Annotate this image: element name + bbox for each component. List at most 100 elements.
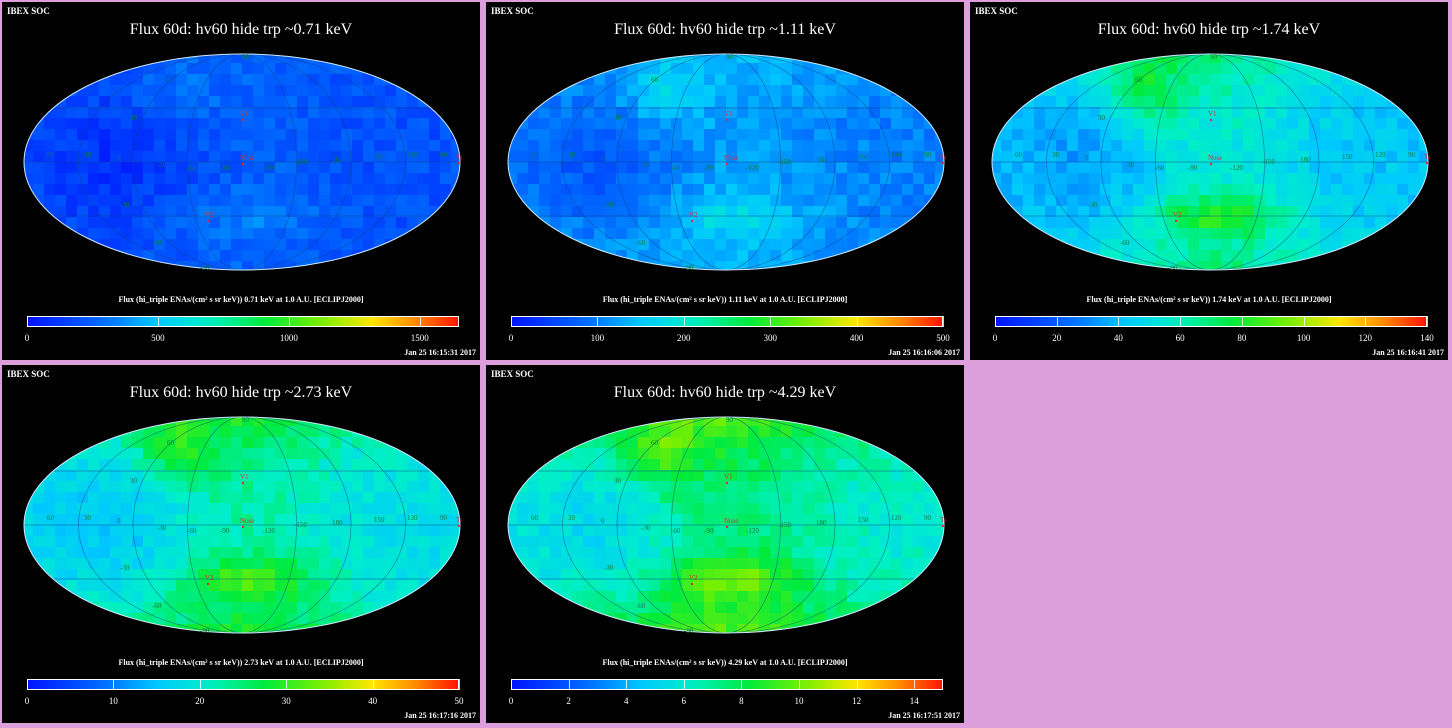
longitude-label: 0 bbox=[601, 517, 605, 525]
panel-title: Flux 60d: hv60 hide trp ~2.73 keV bbox=[129, 384, 353, 401]
colorbar-tick-label: 400 bbox=[849, 333, 864, 343]
panel-title: Flux 60d: hv60 hide trp ~1.11 keV bbox=[614, 21, 836, 38]
colorbar bbox=[27, 679, 459, 690]
longitude-label: 30 bbox=[84, 151, 92, 159]
longitude-label: 150 bbox=[1342, 153, 1353, 161]
colorbar-tick-label: 500 bbox=[936, 333, 950, 343]
colorbar-tick-label: 30 bbox=[281, 696, 291, 706]
colorbar-tick-label: 40 bbox=[368, 696, 378, 706]
panel-header: IBEX SOC bbox=[491, 369, 534, 379]
latitude-label: -30 bbox=[120, 564, 130, 572]
colorbar-tick-label: 0 bbox=[508, 696, 514, 706]
latitude-label: 90 bbox=[1210, 53, 1218, 61]
v1-marker-dot bbox=[1209, 118, 1213, 122]
longitude-label: 60 bbox=[531, 514, 539, 522]
longitude-label: -150 bbox=[1262, 158, 1275, 166]
longitude-label: 90 bbox=[924, 514, 932, 522]
tail-marker-dot bbox=[941, 161, 945, 165]
longitude-label: -90 bbox=[1188, 164, 1198, 172]
longitude-label: 60 bbox=[1015, 151, 1023, 159]
colorbar-label: Flux (hi_triple ENAs/(cm² s sr keV)) 4.2… bbox=[602, 658, 848, 667]
longitude-label: 180 bbox=[816, 519, 827, 527]
colorbar-tick-mark bbox=[1118, 316, 1120, 327]
colorbar-ticks: 0 2 4 6 8 10 12 14 bbox=[508, 696, 943, 708]
latitude-label: -30 bbox=[1088, 201, 1098, 209]
panel-header: IBEX SOC bbox=[491, 6, 534, 16]
colorbar-tick-label: 40 bbox=[1113, 333, 1123, 343]
latitude-label: 30 bbox=[614, 114, 622, 122]
colorbar-tick-mark bbox=[856, 316, 858, 327]
v2-marker: V2 bbox=[689, 574, 698, 582]
latitude-label: -30 bbox=[604, 564, 614, 572]
latitude-label: 90 bbox=[242, 53, 250, 61]
longitude-label: -120 bbox=[262, 164, 275, 172]
flux-map-panel: IBEX SOC Flux 60d: hv60 hide trp ~1.74 ke… bbox=[970, 2, 1448, 360]
colorbar-tick-label: 10 bbox=[108, 696, 118, 706]
colorbar-ticks: 0 20 40 60 80 100 120 140 bbox=[993, 333, 1434, 345]
panel-title: Flux 60d: hv60 hide trp ~4.29 keV bbox=[613, 384, 837, 401]
sky-map: 60 30 0 -30 -60 -90 -120 -150 180 150 120 90 60 30 -30… bbox=[507, 53, 946, 272]
colorbar-tick-mark bbox=[27, 316, 28, 327]
timestamp: Jan 25 16:15:31 2017 bbox=[404, 348, 476, 357]
colorbar-tick-mark bbox=[914, 679, 916, 690]
timestamp: Jan 25 16:16:41 2017 bbox=[1372, 348, 1444, 357]
v2-marker-dot bbox=[690, 582, 694, 586]
colorbar-tick-mark bbox=[511, 316, 512, 327]
v2-marker-dot bbox=[206, 582, 210, 586]
colorbar-tick-label: 10 bbox=[794, 696, 804, 706]
v1-marker: V1 bbox=[240, 473, 249, 481]
colorbar bbox=[511, 679, 943, 690]
latitude-label: 60 bbox=[1135, 76, 1143, 84]
colorbar-tick-mark bbox=[995, 316, 996, 327]
colorbar-tick-mark bbox=[27, 679, 28, 690]
latitude-label: 30 bbox=[130, 114, 138, 122]
colorbar-tick-mark bbox=[419, 316, 421, 327]
colorbar-ticks: 0 10 20 30 40 50 bbox=[25, 696, 464, 708]
colorbar bbox=[27, 316, 459, 327]
colorbar-tick-label: 200 bbox=[677, 333, 691, 343]
v2-marker: V2 bbox=[689, 211, 698, 219]
colorbar-tick-mark bbox=[1365, 316, 1367, 327]
sky-map: 60 30 0 -30 -60 -90 -120 -150 180 150 120 90 60 30 -30… bbox=[507, 416, 946, 635]
longitude-label: -150 bbox=[778, 521, 791, 529]
longitude-label: -30 bbox=[641, 524, 651, 532]
colorbar-tick-mark bbox=[683, 679, 685, 690]
timestamp: Jan 25 16:17:16 2017 bbox=[404, 711, 476, 720]
longitude-label: 180 bbox=[1300, 156, 1311, 164]
tail-marker: Tail bbox=[940, 516, 946, 524]
latitude-label: -60 bbox=[152, 602, 162, 610]
longitude-label: 150 bbox=[858, 516, 869, 524]
colorbar-tick-mark bbox=[199, 679, 201, 690]
colorbar-tick-label: 4 bbox=[623, 696, 629, 706]
latitude-label: -90 bbox=[684, 264, 694, 272]
longitude-label: 150 bbox=[374, 516, 385, 524]
tail-marker-dot bbox=[457, 161, 461, 165]
nose-marker: Nose bbox=[724, 154, 738, 162]
colorbar-tick-label: 1500 bbox=[410, 333, 429, 343]
v2-marker: V2 bbox=[1173, 211, 1182, 219]
colorbar-tick-mark bbox=[1303, 316, 1305, 327]
latitude-label: 90 bbox=[726, 53, 734, 61]
longitude-label: -90 bbox=[704, 527, 714, 535]
colorbar-tick-mark bbox=[1427, 316, 1428, 327]
nose-marker: Nose bbox=[724, 517, 738, 525]
latitude-label: 60 bbox=[167, 76, 175, 84]
longitude-label: 90 bbox=[924, 151, 932, 159]
colorbar-tick-mark bbox=[286, 679, 288, 690]
latitude-label: 30 bbox=[614, 477, 622, 485]
colorbar-label: Flux (hi_triple ENAs/(cm² s sr keV)) 2.7… bbox=[118, 658, 364, 667]
latitude-label: -60 bbox=[1120, 239, 1130, 247]
longitude-label: -150 bbox=[294, 521, 307, 529]
latitude-label: -60 bbox=[152, 239, 162, 247]
longitude-label: 90 bbox=[1408, 151, 1416, 159]
panel-title: Flux 60d: hv60 hide trp ~0.71 keV bbox=[129, 21, 353, 38]
longitude-label: 180 bbox=[332, 519, 343, 527]
colorbar-tick-mark bbox=[741, 679, 743, 690]
colorbar-tick-mark bbox=[626, 679, 628, 690]
latitude-label: -60 bbox=[636, 239, 646, 247]
v2-marker-dot bbox=[206, 219, 210, 223]
longitude-label: 120 bbox=[1375, 151, 1386, 159]
flux-map-panel: IBEX SOC Flux 60d: hv60 hide trp ~4.29 ke… bbox=[486, 365, 964, 723]
timestamp: Jan 25 16:17:51 2017 bbox=[888, 711, 960, 720]
sky-map: 60 30 0 -30 -60 -90 -120 -150 180 150 120 90 60 30 -30… bbox=[23, 416, 462, 635]
